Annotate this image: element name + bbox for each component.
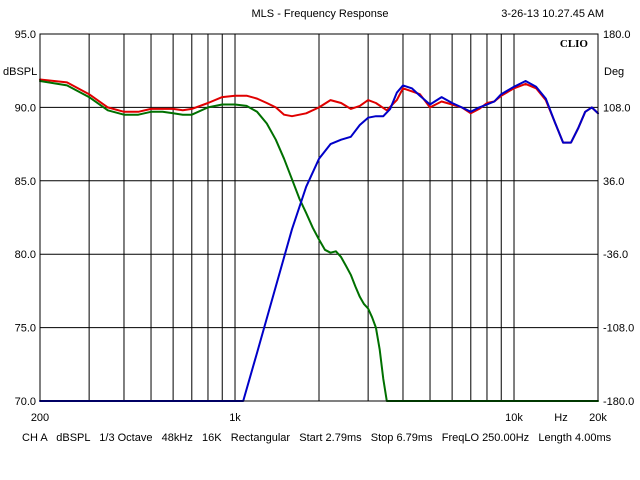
plot-border: [39, 33, 599, 402]
y-tick-label: 95.0: [15, 29, 36, 41]
y-tick-label: 70.0: [15, 396, 36, 408]
footer-sample-rate: 48kHz: [161, 432, 193, 444]
y-right-tick-label: 108.0: [603, 102, 631, 114]
footer-mls-size: 16K: [202, 432, 222, 444]
footer-length: Length 4.00ms: [538, 432, 612, 444]
footer-units: dBSPL: [56, 432, 91, 444]
footer-window: Rectangular: [230, 432, 291, 444]
y-tick-label: 85.0: [15, 176, 36, 188]
brand-label: CLIO: [560, 38, 589, 50]
x-tick-label: 200: [31, 412, 49, 424]
y-axis-label: dBSPL: [3, 66, 37, 78]
chart-title: MLS - Frequency Response: [251, 8, 389, 20]
series-line-2: [39, 80, 599, 402]
timestamp: 3-26-13 10.27.45 AM: [501, 8, 604, 20]
y-tick-label: 90.0: [15, 102, 36, 114]
footer-start: Start 2.79ms: [299, 432, 362, 444]
x-axis-label: Hz: [554, 412, 567, 424]
footer-channel: CH A: [22, 432, 48, 444]
footer-stop: Stop 6.79ms: [370, 432, 433, 444]
footer-freq-lo: FreqLO 250.00Hz: [441, 432, 530, 444]
x-tick-label: 20k: [589, 412, 607, 424]
y-right-tick-label: -180.0: [603, 396, 634, 408]
footer-settings: CH A dBSPL 1/3 Octave 48kHz 16K Rectangu…: [22, 432, 611, 444]
y-right-tick-label: 180.0: [603, 29, 631, 41]
y-right-tick-label: -108.0: [603, 323, 634, 335]
series-line-1: [39, 78, 599, 144]
axis-labels: CLIO dBSPL Deg Hz 95.0 90.0 85.0 80.0 75.0 70…: [3, 29, 634, 424]
x-tick-label: 1k: [229, 412, 241, 424]
y-tick-label: 75.0: [15, 323, 36, 335]
footer-smoothing: 1/3 Octave: [99, 432, 153, 444]
y-right-tick-label: -36.0: [603, 249, 628, 261]
series-layer: [39, 78, 599, 402]
y-axis-right-label: Deg: [604, 66, 624, 78]
y-tick-label: 80.0: [15, 249, 36, 261]
y-right-tick-label: 36.0: [603, 176, 624, 188]
series-line-3: [39, 80, 599, 402]
x-tick-label: 10k: [505, 412, 523, 424]
